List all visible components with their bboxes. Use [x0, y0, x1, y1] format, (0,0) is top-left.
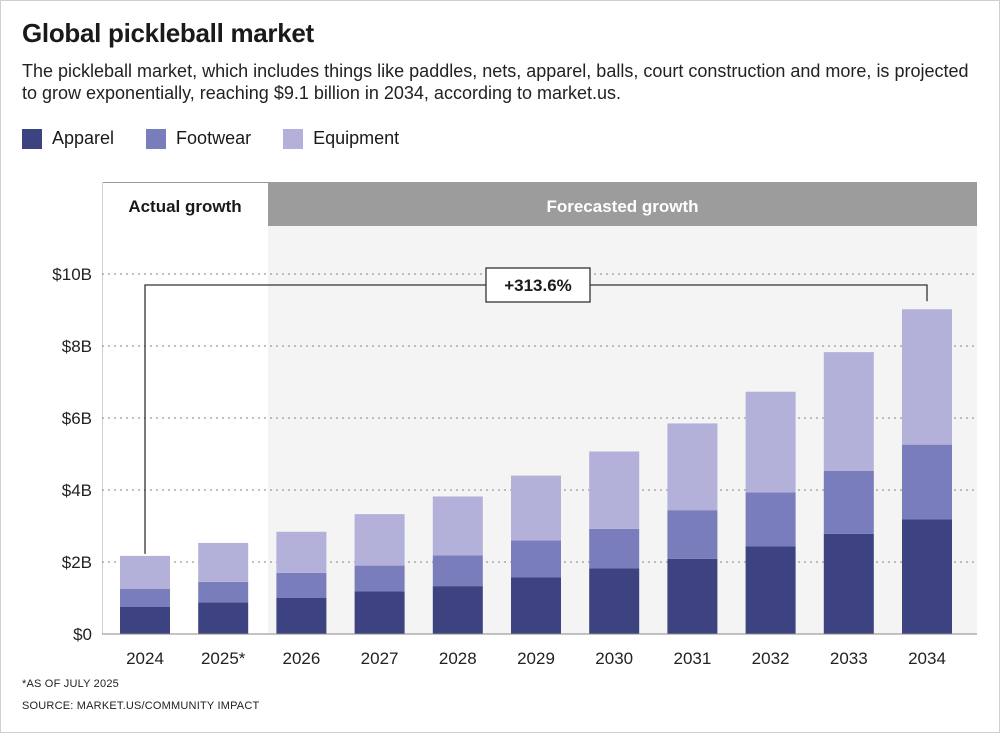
- bar-segment-footwear: [354, 565, 405, 592]
- bar-segment-footwear: [198, 581, 249, 603]
- bar-segment-equipment: [745, 391, 796, 493]
- x-tick-label: 2033: [830, 649, 868, 668]
- x-tick-label: 2024: [126, 649, 164, 668]
- actual-header-box: [103, 183, 268, 226]
- x-tick-label: 2034: [908, 649, 946, 668]
- x-tick-label: 2028: [439, 649, 477, 668]
- bar-segment-equipment: [120, 555, 170, 589]
- chart-title: Global pickleball market: [22, 18, 314, 48]
- bar-segment-apparel: [120, 607, 170, 634]
- x-tick-label: 2027: [361, 649, 399, 668]
- legend-item-equipment: Equipment: [283, 128, 399, 149]
- bar-segment-equipment: [198, 542, 249, 582]
- bar-segment-apparel: [823, 533, 874, 634]
- legend: Apparel Footwear Equipment: [22, 128, 431, 149]
- footnote: *AS OF JULY 2025: [22, 678, 119, 690]
- bar-segment-apparel: [589, 568, 640, 634]
- y-tick-label: $10B: [52, 265, 92, 284]
- chart-subtitle: The pickleball market, which includes th…: [22, 61, 969, 103]
- bar-segment-equipment: [823, 352, 874, 471]
- forecast-growth-label: Forecasted growth: [546, 197, 698, 216]
- bar-segment-equipment: [354, 514, 405, 566]
- source-note: SOURCE: MARKET.US/COMMUNITY IMPACT: [22, 700, 260, 712]
- bar-segment-footwear: [511, 540, 561, 578]
- bar-segment-footwear: [667, 510, 718, 559]
- x-tick-label: 2025*: [201, 649, 246, 668]
- actual-growth-label: Actual growth: [128, 197, 241, 216]
- x-tick-label: 2030: [595, 649, 633, 668]
- legend-label-apparel: Apparel: [52, 128, 115, 148]
- bar-segment-footwear: [745, 492, 796, 547]
- y-tick-label: $6B: [62, 409, 92, 428]
- bar-segment-apparel: [511, 577, 561, 634]
- x-tick-label: 2032: [752, 649, 790, 668]
- x-tick-label: 2026: [282, 649, 320, 668]
- bar-segment-footwear: [589, 528, 640, 569]
- legend-item-footwear: Footwear: [146, 128, 251, 149]
- legend-swatch-footwear: [146, 128, 167, 149]
- x-tick-label: 2031: [673, 649, 711, 668]
- bar-segment-footwear: [120, 589, 170, 607]
- bar-segment-apparel: [198, 602, 249, 634]
- legend-swatch-equipment: [283, 128, 304, 149]
- legend-label-footwear: Footwear: [176, 128, 252, 148]
- bar-segment-footwear: [276, 572, 327, 598]
- y-tick-label: $4B: [62, 481, 92, 500]
- bar-segment-apparel: [354, 591, 405, 634]
- bar-segment-equipment: [589, 451, 640, 529]
- growth-callout-label: +313.6%: [504, 276, 572, 295]
- bar-segment-equipment: [667, 423, 718, 511]
- bar-segment-equipment: [432, 496, 483, 556]
- legend-item-apparel: Apparel: [22, 128, 114, 149]
- bar-segment-equipment: [902, 309, 952, 445]
- y-tick-label: $8B: [62, 337, 92, 356]
- bar-segment-equipment: [276, 531, 327, 573]
- legend-swatch-apparel: [22, 128, 42, 149]
- bar-segment-apparel: [432, 586, 483, 634]
- bar-segment-apparel: [902, 519, 952, 634]
- bar-segment-footwear: [902, 444, 952, 520]
- bar-segment-footwear: [823, 470, 874, 534]
- y-tick-label: $2B: [62, 553, 92, 572]
- bar-segment-apparel: [276, 598, 327, 634]
- bar-segment-apparel: [667, 558, 718, 634]
- x-tick-label: 2029: [517, 649, 555, 668]
- bar-segment-equipment: [511, 475, 561, 541]
- bar-segment-footwear: [432, 555, 483, 587]
- growth-callout-box: [485, 267, 591, 303]
- legend-label-equipment: Equipment: [313, 128, 400, 148]
- bar-segment-apparel: [745, 546, 796, 634]
- y-tick-label: $0: [73, 625, 92, 644]
